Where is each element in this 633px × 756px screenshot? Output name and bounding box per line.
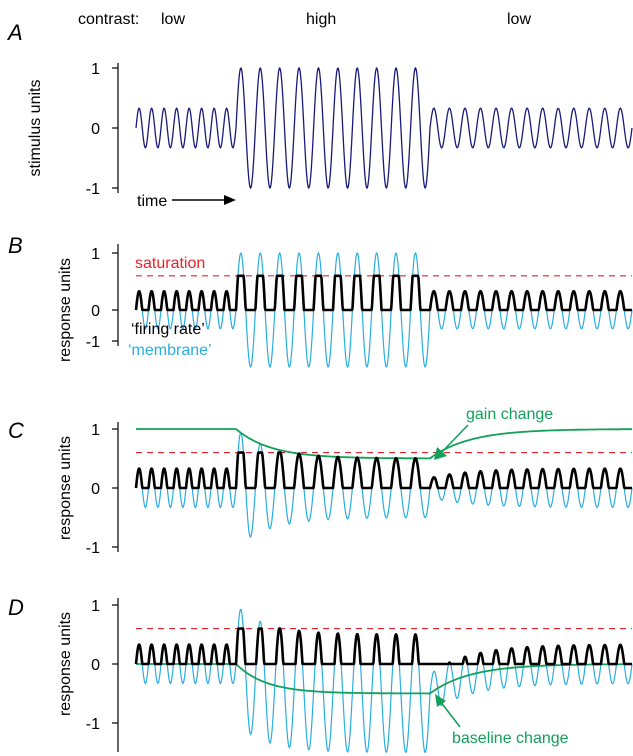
y-tick-label-c-1: 1 <box>91 422 100 439</box>
saturation-label: saturation <box>135 255 205 272</box>
contrast-label-low-1: low <box>161 11 185 28</box>
stimulus-trace <box>135 66 633 190</box>
ylabel-a: stimulus units <box>27 80 44 177</box>
membrane-trace <box>135 251 633 369</box>
firing-rate-trace <box>134 451 633 490</box>
firing-rate-trace <box>134 627 633 666</box>
gain-change-arrow-head <box>434 447 447 460</box>
contrast-prefix: contrast: <box>78 11 139 28</box>
y-tick-label-d-0: 0 <box>91 657 100 674</box>
time-arrow-head <box>224 195 236 205</box>
membrane-label: ‘membrane’ <box>128 342 212 359</box>
ylabel-d: response units <box>57 612 74 716</box>
panel-label-b: B <box>8 233 23 258</box>
y-tick-label-b-m1: -1 <box>86 334 100 351</box>
contrast-label-low-2: low <box>507 11 531 28</box>
panel-a: A stimulus units 1 0 -1 time <box>6 20 633 210</box>
panel-label-c: C <box>8 418 24 443</box>
membrane-trace <box>135 432 633 538</box>
panel-d: D response units 1 0 -1 baseline change <box>8 595 633 754</box>
baseline-change-arrow-head <box>435 694 446 707</box>
contrast-label-high: high <box>306 11 336 28</box>
y-tick-label-a-0: 0 <box>91 121 100 138</box>
panel-c: C response units 1 0 -1 gain change <box>8 406 633 557</box>
membrane-trace <box>135 608 633 754</box>
ylabel-c: response units <box>57 436 74 540</box>
panel-b: B response units 1 0 -1 saturation ‘firi… <box>8 233 633 369</box>
firing-rate-label: ‘firing rate’ <box>131 321 205 338</box>
contrast-header: contrast: low high low <box>78 11 531 28</box>
firing-rate-trace <box>134 274 633 312</box>
y-tick-label-d-m1: -1 <box>86 716 100 733</box>
y-tick-label-c-m1: -1 <box>86 540 100 557</box>
panel-label-a: A <box>6 20 23 45</box>
baseline-change-arrow-shaft <box>439 700 461 728</box>
y-tick-label-d-1: 1 <box>91 598 100 615</box>
y-tick-label-a-m1: -1 <box>86 181 100 198</box>
ylabel-b: response units <box>57 258 74 362</box>
gain-trace <box>136 428 632 460</box>
y-tick-label-c-0: 0 <box>91 481 100 498</box>
time-label: time <box>137 193 167 210</box>
y-tick-label-a-1: 1 <box>91 61 100 78</box>
baseline-change-label: baseline change <box>452 730 569 747</box>
gain-change-label: gain change <box>466 406 553 423</box>
y-tick-label-b-1: 1 <box>91 246 100 263</box>
panel-label-d: D <box>8 595 24 620</box>
gain-change-arrow-shaft <box>439 424 469 455</box>
y-tick-label-b-0: 0 <box>91 303 100 320</box>
